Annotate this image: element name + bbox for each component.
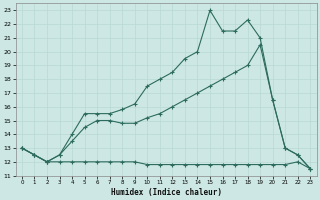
X-axis label: Humidex (Indice chaleur): Humidex (Indice chaleur) bbox=[111, 188, 221, 197]
